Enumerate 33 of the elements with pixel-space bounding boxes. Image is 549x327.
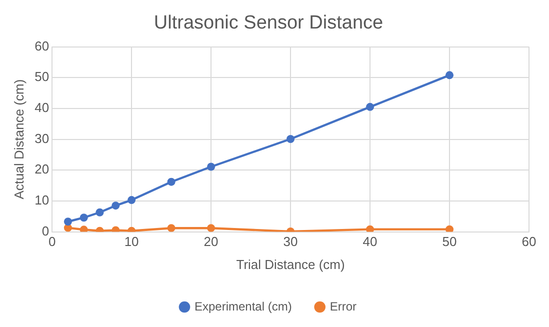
- y-tick-label: 10: [34, 192, 50, 208]
- point: [446, 71, 454, 80]
- point: [446, 225, 454, 232]
- x-tick-label: 30: [283, 234, 298, 250]
- y-axis-title: Actual Distance (cm): [11, 79, 26, 200]
- x-axis-title: Trial Distance (cm): [236, 256, 345, 272]
- point: [80, 214, 88, 222]
- point: [167, 224, 176, 232]
- point: [112, 202, 120, 210]
- y-tick-label: 20: [34, 162, 50, 177]
- y-tick-label: 0: [42, 223, 50, 238]
- x-tick-label: 40: [362, 234, 378, 250]
- point: [366, 225, 374, 232]
- point: [167, 178, 176, 186]
- y-tick-label: 30: [34, 130, 50, 146]
- point: [366, 102, 374, 111]
- point: [286, 134, 295, 143]
- x-tick-label: 10: [124, 234, 139, 250]
- point: [128, 196, 136, 204]
- point: [207, 224, 216, 232]
- legend-label: Experimental (cm): [194, 299, 292, 314]
- point: [207, 162, 216, 171]
- y-tick-label: 60: [34, 38, 50, 54]
- point: [80, 226, 88, 232]
- x-tick-label: 60: [522, 234, 536, 250]
- x-tick-label: 50: [442, 234, 457, 250]
- legend-label: Error: [330, 299, 357, 314]
- chart-title: Ultrasonic Sensor Distance: [154, 12, 384, 34]
- y-tick-label: 40: [34, 100, 50, 116]
- y-tick-label: 50: [34, 69, 50, 84]
- x-tick-label: 20: [204, 234, 218, 250]
- point: [96, 208, 104, 216]
- point: [64, 218, 72, 226]
